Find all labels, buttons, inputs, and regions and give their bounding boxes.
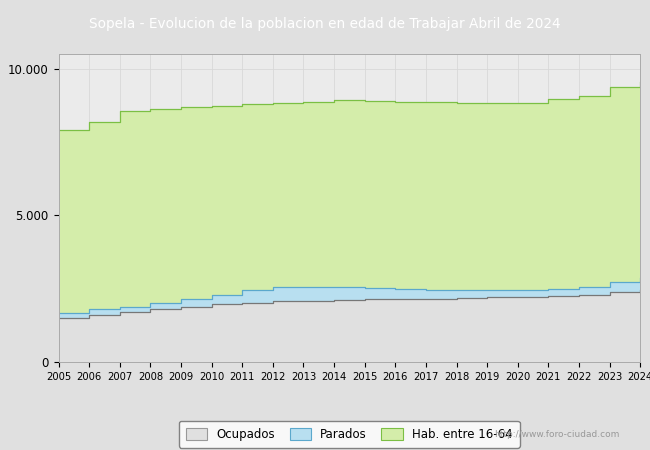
Text: Sopela - Evolucion de la poblacion en edad de Trabajar Abril de 2024: Sopela - Evolucion de la poblacion en ed… xyxy=(89,17,561,31)
Text: http://www.foro-ciudad.com: http://www.foro-ciudad.com xyxy=(494,430,619,439)
Legend: Ocupados, Parados, Hab. entre 16-64: Ocupados, Parados, Hab. entre 16-64 xyxy=(179,421,519,448)
